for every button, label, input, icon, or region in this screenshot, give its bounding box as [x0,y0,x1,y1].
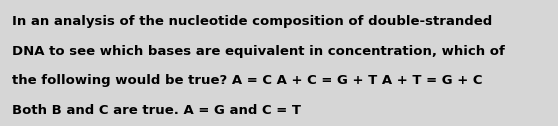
Text: In an analysis of the nucleotide composition of double-stranded: In an analysis of the nucleotide composi… [12,15,493,28]
Text: DNA to see which bases are equivalent in concentration, which of: DNA to see which bases are equivalent in… [12,45,505,58]
Text: the following would be true? A = C A + C = G + T A + T = G + C: the following would be true? A = C A + C… [12,74,483,87]
Text: Both B and C are true. A = G and C = T: Both B and C are true. A = G and C = T [12,104,301,117]
